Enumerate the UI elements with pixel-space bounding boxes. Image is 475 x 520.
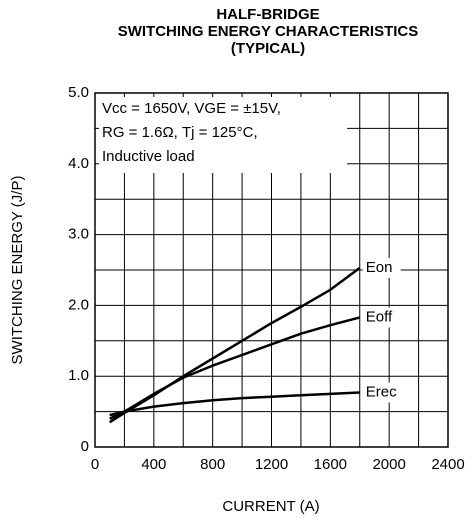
y-tick-label: 5.0 [68, 84, 89, 101]
y-tick-label: 4.0 [68, 155, 89, 172]
series-line [109, 316, 361, 420]
x-tick-label: 400 [141, 456, 166, 473]
y-axis-label: SWITCHING ENERGY (J/P) [9, 176, 26, 365]
x-axis-label: CURRENT (A) [222, 498, 319, 515]
series-label-bg [362, 257, 401, 278]
x-tick-label: 2400 [431, 456, 464, 473]
y-tick-label: 2.0 [68, 296, 89, 313]
series-line [109, 391, 360, 417]
x-tick-label: 1600 [314, 456, 347, 473]
plot-frame [94, 92, 449, 448]
chart-title: (TYPICAL) [231, 40, 305, 57]
y-tick-label: 1.0 [68, 367, 89, 384]
series-label-bg [362, 382, 401, 403]
x-tick-label: 800 [200, 456, 225, 473]
x-tick-label: 0 [91, 456, 99, 473]
series-label-bg [362, 307, 401, 328]
y-tick-label: 0 [81, 438, 89, 455]
series-label: Erec [366, 383, 397, 400]
annotation: Vcc = 1650V, VGE = ±15V, [102, 100, 281, 117]
annotation: RG = 1.6Ω, Tj = 125°C, [102, 124, 258, 141]
y-tick-label: 3.0 [68, 226, 89, 243]
x-tick-label: 2000 [372, 456, 405, 473]
series-label: Eon [366, 259, 393, 276]
series-label: Eoff [366, 308, 393, 325]
chart-title: SWITCHING ENERGY CHARACTERISTICS [118, 23, 419, 40]
annotation: Inductive load [102, 148, 195, 165]
chart-title: HALF-BRIDGE [216, 6, 319, 23]
annotation-box [99, 97, 347, 173]
x-tick-label: 1200 [255, 456, 288, 473]
